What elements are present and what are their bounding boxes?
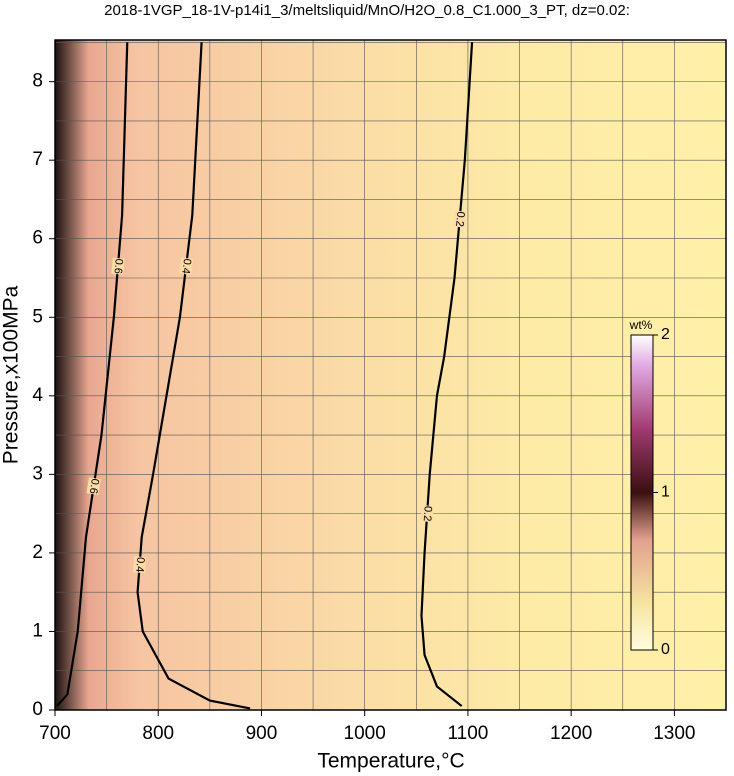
contour-label-bg (86, 477, 101, 495)
contour-label: 0.6 (87, 478, 101, 495)
y-tick-label: 8 (32, 71, 43, 92)
contour-label: 0.2 (453, 211, 466, 227)
plot-frame (54, 39, 727, 711)
y-axis-label: Pressure,x100MPa (0, 285, 23, 464)
y-tick-label: 5 (32, 306, 43, 327)
contour-label-bg (133, 556, 147, 574)
y-tick-label: 0 (32, 699, 43, 720)
x-tick-label: 900 (246, 723, 278, 744)
x-tick-label: 1100 (447, 723, 488, 744)
contour-label: 0.6 (111, 258, 124, 274)
x-tick-label: 1200 (550, 723, 592, 744)
y-tick-label: 4 (32, 385, 43, 406)
x-tick-label: 800 (142, 723, 174, 744)
colorbar-tick-label: 0 (661, 641, 670, 658)
contour-line (420, 42, 474, 707)
x-tick-label: 700 (39, 723, 71, 744)
contour-label-bg (111, 257, 125, 275)
x-tick-label: 1300 (653, 723, 695, 744)
x-tick-label: 1000 (344, 723, 386, 744)
contour-label-bg (179, 257, 194, 275)
contour-line (136, 42, 251, 710)
grid (55, 40, 726, 710)
x-axis-label: Temperature,°C (317, 750, 464, 773)
contour-label: 0.2 (421, 506, 434, 522)
y-tick-label: 1 (32, 620, 43, 641)
contour-label: 0.4 (179, 258, 193, 275)
contour-label: 0.4 (133, 557, 146, 573)
contour-label-bg (452, 210, 467, 228)
y-tick-label: 3 (32, 463, 43, 484)
colorbar (630, 334, 654, 651)
colorbar-label: wt% (629, 318, 653, 332)
plot-area (55, 40, 726, 710)
contours: 0.2 0.2 0.4 0.4 0.6 0.6 (56, 42, 474, 710)
y-tick-label: 6 (32, 228, 43, 249)
colorbar-tick-label: 1 (661, 484, 670, 501)
colorbar-tick-label: 2 (661, 326, 670, 343)
y-tick-label: 7 (32, 149, 43, 170)
y-tick-label: 2 (32, 542, 43, 563)
chart-title: 2018-1VGP_18-1V-p14i1_3/meltsliquid/MnO/… (104, 2, 630, 19)
contour-label-bg (420, 505, 434, 523)
